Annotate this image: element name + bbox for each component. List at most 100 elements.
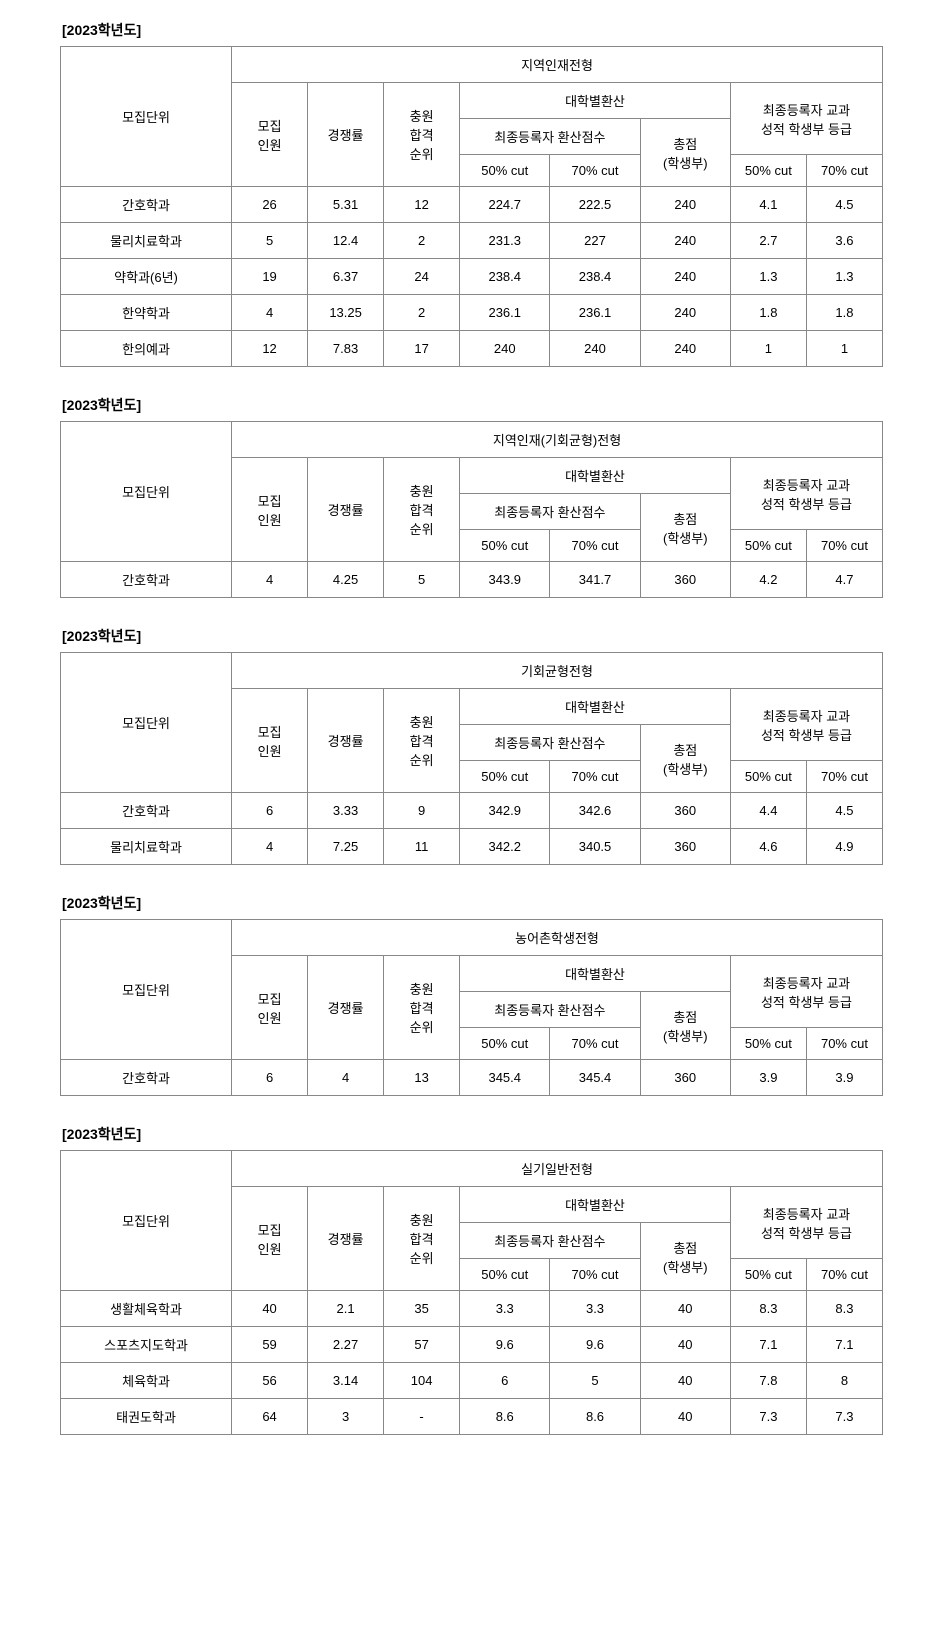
cell-g50: 4.6 [730, 829, 806, 865]
cell-rank: 11 [384, 829, 460, 865]
th-final-score: 최종등록자 환산점수 [460, 1223, 641, 1259]
th-cut70: 70% cut [550, 761, 640, 793]
table-section: [2023학년도] 모집단위농어촌학생전형모집인원경쟁률충원합격순위대학별환산최종… [60, 893, 883, 1096]
table-row: 간호학과265.3112224.7222.52404.14.5 [61, 187, 883, 223]
th-recruit-count: 모집인원 [232, 1187, 308, 1291]
admissions-table: 모집단위지역인재(기회균형)전형모집인원경쟁률충원합격순위대학별환산최종등록자 … [60, 421, 883, 598]
cell-c50: 238.4 [460, 259, 550, 295]
table-section: [2023학년도]모집단위실기일반전형모집인원경쟁률충원합격순위대학별환산최종등… [60, 1124, 883, 1435]
cell-c70: 238.4 [550, 259, 640, 295]
th-grade-group: 최종등록자 교과성적 학생부 등급 [730, 1187, 882, 1259]
th-title: 지역인재전형 [232, 47, 883, 83]
cell-unit: 약학과(6년) [61, 259, 232, 295]
cell-unit: 태권도학과 [61, 1399, 232, 1435]
cell-c70: 3.3 [550, 1291, 640, 1327]
cell-rank: - [384, 1399, 460, 1435]
table-section: [2023학년도]모집단위지역인재(기회균형)전형모집인원경쟁률충원합격순위대학… [60, 395, 883, 598]
th-grade-group: 최종등록자 교과성적 학생부 등급 [730, 956, 882, 1028]
th-total: 총점(학생부) [640, 119, 730, 187]
th-title: 기회균형전형 [232, 653, 883, 689]
cell-comp: 12.4 [308, 223, 384, 259]
cell-unit: 간호학과 [61, 562, 232, 598]
cell-tot: 360 [640, 793, 730, 829]
cell-g70: 7.1 [806, 1327, 882, 1363]
th-cut50b: 50% cut [730, 1028, 806, 1060]
cell-rank: 2 [384, 295, 460, 331]
cell-g70: 1.3 [806, 259, 882, 295]
cell-g70: 4.7 [806, 562, 882, 598]
th-unit: 모집단위 [61, 653, 232, 793]
th-cut70b: 70% cut [806, 155, 882, 187]
cell-n: 59 [232, 1327, 308, 1363]
th-final-score: 최종등록자 환산점수 [460, 119, 641, 155]
cell-n: 6 [232, 793, 308, 829]
cell-g50: 2.7 [730, 223, 806, 259]
cell-c70: 8.6 [550, 1399, 640, 1435]
cell-unit: 체육학과 [61, 1363, 232, 1399]
cell-unit: 한의예과 [61, 331, 232, 367]
cell-c50: 240 [460, 331, 550, 367]
cell-c70: 345.4 [550, 1060, 640, 1096]
th-final-score: 최종등록자 환산점수 [460, 725, 641, 761]
cell-rank: 104 [384, 1363, 460, 1399]
cell-g70: 4.5 [806, 793, 882, 829]
table-row: 물리치료학과47.2511342.2340.53604.64.9 [61, 829, 883, 865]
th-cut70: 70% cut [550, 530, 640, 562]
th-conv-group: 대학별환산 [460, 83, 731, 119]
th-conv-group: 대학별환산 [460, 956, 731, 992]
cell-g50: 1.3 [730, 259, 806, 295]
cell-rank: 12 [384, 187, 460, 223]
table-row: 태권도학과643-8.68.6407.37.3 [61, 1399, 883, 1435]
table-row: 물리치료학과512.42231.32272402.73.6 [61, 223, 883, 259]
th-rank: 충원합격순위 [384, 956, 460, 1060]
cell-g70: 1 [806, 331, 882, 367]
admissions-table: 모집단위지역인재전형모집인원경쟁률충원합격순위대학별환산최종등록자 교과성적 학… [60, 46, 883, 367]
cell-c50: 342.9 [460, 793, 550, 829]
table-row: 약학과(6년)196.3724238.4238.42401.31.3 [61, 259, 883, 295]
th-total: 총점(학생부) [640, 1223, 730, 1291]
th-competition: 경쟁률 [308, 458, 384, 562]
cell-comp: 2.1 [308, 1291, 384, 1327]
cell-unit: 간호학과 [61, 1060, 232, 1096]
th-total: 총점(학생부) [640, 725, 730, 793]
table-row: 간호학과63.339342.9342.63604.44.5 [61, 793, 883, 829]
cell-comp: 6.37 [308, 259, 384, 295]
cell-g70: 4.9 [806, 829, 882, 865]
cell-tot: 360 [640, 562, 730, 598]
cell-rank: 2 [384, 223, 460, 259]
th-cut70: 70% cut [550, 1259, 640, 1291]
admissions-table: 모집단위농어촌학생전형모집인원경쟁률충원합격순위대학별환산최종등록자 교과성적 … [60, 919, 883, 1096]
cell-rank: 57 [384, 1327, 460, 1363]
table-row: 스포츠지도학과592.27579.69.6407.17.1 [61, 1327, 883, 1363]
th-grade-group: 최종등록자 교과성적 학생부 등급 [730, 458, 882, 530]
th-title: 농어촌학생전형 [232, 920, 883, 956]
cell-c50: 3.3 [460, 1291, 550, 1327]
cell-tot: 360 [640, 1060, 730, 1096]
th-cut70: 70% cut [550, 1028, 640, 1060]
cell-g50: 8.3 [730, 1291, 806, 1327]
th-cut50: 50% cut [460, 530, 550, 562]
cell-n: 4 [232, 829, 308, 865]
cell-n: 4 [232, 562, 308, 598]
cell-comp: 5.31 [308, 187, 384, 223]
th-total: 총점(학생부) [640, 992, 730, 1060]
cell-g50: 7.1 [730, 1327, 806, 1363]
year-label: [2023학년도] [60, 893, 883, 913]
cell-rank: 13 [384, 1060, 460, 1096]
cell-g70: 3.9 [806, 1060, 882, 1096]
cell-comp: 2.27 [308, 1327, 384, 1363]
th-final-score: 최종등록자 환산점수 [460, 992, 641, 1028]
th-title: 실기일반전형 [232, 1151, 883, 1187]
cell-c50: 224.7 [460, 187, 550, 223]
cell-c70: 9.6 [550, 1327, 640, 1363]
th-title: 지역인재(기회균형)전형 [232, 422, 883, 458]
table-row: 간호학과6413345.4345.43603.93.9 [61, 1060, 883, 1096]
cell-unit: 간호학과 [61, 793, 232, 829]
cell-tot: 240 [640, 331, 730, 367]
th-rank: 충원합격순위 [384, 1187, 460, 1291]
cell-g70: 4.5 [806, 187, 882, 223]
table-section: [2023학년도]모집단위지역인재전형모집인원경쟁률충원합격순위대학별환산최종등… [60, 20, 883, 367]
cell-tot: 40 [640, 1327, 730, 1363]
cell-unit: 간호학과 [61, 187, 232, 223]
cell-rank: 9 [384, 793, 460, 829]
